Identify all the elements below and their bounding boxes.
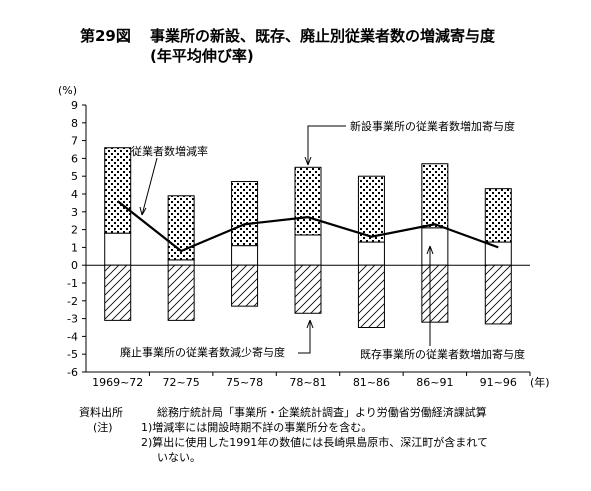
bar-new xyxy=(167,195,195,261)
bar-existing xyxy=(294,234,322,266)
bar-layer xyxy=(104,147,512,329)
y-tick-label: -3 xyxy=(67,313,78,326)
x-tick-label: 72~75 xyxy=(163,376,200,389)
annotation-rate-leader xyxy=(141,157,158,216)
note-label: (注) xyxy=(93,421,113,434)
axis-layer: -6 -5 -4 -3 -2 -1 0 1 2 3 4 5 6 7 8 9 1969~72 72~75 75~78 7… xyxy=(67,99,531,389)
bar-new xyxy=(357,175,385,243)
annotation-new: 新設事業所の従業者数増加寄与度 xyxy=(350,119,515,133)
y-tick-label: -2 xyxy=(67,295,78,308)
annotation-closed-leader xyxy=(298,320,311,354)
bar-existing xyxy=(104,232,132,266)
annotation-new-leader xyxy=(307,125,346,165)
note-2-continued: いない。 xyxy=(157,451,201,464)
y-tick-label: 0 xyxy=(71,259,78,272)
x-tick-label: 78~81 xyxy=(289,376,326,389)
line-layer xyxy=(117,200,499,253)
note-1: 1)増減率には開設時期不詳の事業所分を含む。 xyxy=(141,421,373,434)
y-tick-label: 5 xyxy=(71,170,78,183)
source-label: 資料出所 xyxy=(79,406,123,419)
x-axis-unit: (年) xyxy=(530,375,550,389)
annotation-closed-arrow xyxy=(306,319,314,329)
x-tick-label: 81~86 xyxy=(353,376,390,389)
bar-existing xyxy=(421,227,449,266)
annotation-new-arrow xyxy=(304,156,312,166)
x-tick-label: 91~96 xyxy=(480,376,517,389)
figure-subtitle: (年平均伸び率) xyxy=(150,47,254,65)
bar-closed xyxy=(104,264,132,321)
figure-title: 事業所の新設、既存、廃止別従業者数の増減寄与度 xyxy=(150,27,496,45)
x-tick-label: 75~78 xyxy=(226,376,263,389)
bar-closed xyxy=(294,264,322,314)
annotation-layer: 従業者数増減率 新設事業所の従業者数増加寄与度 廃止事業所の従業者数減少寄与度 … xyxy=(120,119,525,361)
bar-closed xyxy=(231,264,259,307)
y-tick-label: -4 xyxy=(67,330,78,343)
y-axis-unit: (%) xyxy=(58,84,78,97)
y-tick-label: -6 xyxy=(67,366,78,379)
bar-new xyxy=(104,147,132,234)
bar-closed xyxy=(357,264,385,329)
source-text: 総務庁統計局「事業所・企業統計調査」より労働省労働経済課試算 xyxy=(157,406,487,419)
y-tick-label: -5 xyxy=(67,348,78,361)
y-tick-label: 6 xyxy=(71,152,78,165)
bar-existing xyxy=(167,259,195,266)
bar-new xyxy=(294,166,322,236)
annotation-closed: 廃止事業所の従業者数減少寄与度 xyxy=(120,345,285,359)
bar-new xyxy=(484,188,512,243)
annotation-rate-arrow xyxy=(139,206,147,216)
y-tick-label: 9 xyxy=(71,99,78,112)
y-tick-label: 7 xyxy=(71,135,78,148)
bar-existing xyxy=(484,241,512,266)
figure-title-block: 第29図 事業所の新設、既存、廃止別従業者数の増減寄与度 (年平均伸び率) xyxy=(80,26,496,65)
bar-existing xyxy=(357,241,385,266)
y-tick-label: 2 xyxy=(71,224,78,237)
y-tick-label: 4 xyxy=(71,188,78,201)
bar-new xyxy=(231,181,259,247)
bar-closed xyxy=(167,264,195,321)
bar-closed xyxy=(484,264,512,325)
x-tick-label: 1969~72 xyxy=(92,376,143,389)
annotation-existing-arrow xyxy=(426,245,434,255)
note-2: 2)算出に使用した1991年の数値には長崎県島原市、深江町が含まれて xyxy=(141,436,488,449)
annotation-existing: 既存事業所の従業者数増加寄与度 xyxy=(360,347,525,361)
bar-existing xyxy=(231,245,259,266)
y-tick-label: 8 xyxy=(71,117,78,130)
y-tick-label: -1 xyxy=(67,277,78,290)
x-tick-label: 86~91 xyxy=(416,376,453,389)
figure-number: 第29図 xyxy=(80,27,131,45)
annotation-rate: 従業者数増減率 xyxy=(131,144,208,158)
y-tick-label: 1 xyxy=(71,241,78,254)
y-tick-label: 3 xyxy=(71,206,78,219)
bar-new xyxy=(421,163,449,229)
bar-closed xyxy=(421,264,449,323)
